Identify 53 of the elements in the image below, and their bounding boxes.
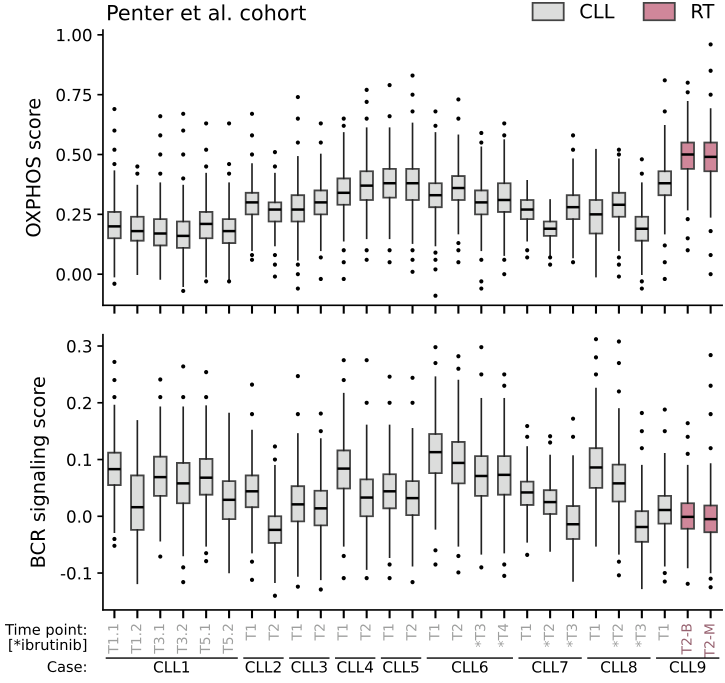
y-axis-title: BCR signaling score bbox=[30, 377, 49, 567]
x-tick-label: T2 bbox=[406, 624, 416, 640]
text: CLL9 bbox=[670, 661, 706, 673]
x-tick-label: T1 bbox=[520, 624, 532, 640]
x-tick-label: T5.1 bbox=[200, 624, 210, 654]
x-tick-label: *T2 bbox=[544, 624, 554, 647]
y-tick-label: 1.00 bbox=[57, 28, 92, 42]
legend-label: CLL bbox=[580, 4, 614, 19]
x-tick-label: *T4 bbox=[498, 624, 508, 647]
x-tick-label: T2-B bbox=[681, 624, 692, 655]
y-tick-label: 0.25 bbox=[56, 208, 92, 221]
text: CLL4 bbox=[337, 661, 374, 673]
y-tick-label: 0.3 bbox=[67, 340, 92, 353]
y-tick-label: 0.50 bbox=[56, 148, 92, 162]
x-tick-label: T2 bbox=[314, 624, 325, 640]
text: CLL7 bbox=[532, 661, 568, 673]
text: CLL3 bbox=[291, 661, 327, 673]
x-tick-label: *T3 bbox=[474, 624, 486, 647]
y-tick-label: 0.2 bbox=[67, 396, 91, 410]
x-tick-label: T3.2 bbox=[176, 624, 188, 654]
text: CLL6 bbox=[452, 661, 488, 673]
y-tick-label: 0.0 bbox=[67, 510, 92, 523]
x-tick-label: T1 bbox=[246, 624, 256, 640]
text: CLL1 bbox=[154, 661, 190, 673]
x-tick-label: T1 bbox=[658, 624, 669, 640]
x-tick-label: T2 bbox=[452, 624, 462, 640]
text: CLL2 bbox=[246, 661, 281, 673]
x-tick-label: T1 bbox=[292, 624, 302, 640]
y-tick-label: 0.75 bbox=[56, 88, 92, 102]
x-tick-label: T1.1 bbox=[108, 624, 118, 654]
x-tick-label: T1 bbox=[383, 624, 394, 640]
x-tick-label: T2 bbox=[268, 624, 279, 640]
y-axis-title: OXPHOS score bbox=[26, 98, 41, 236]
text: Time point: [*ibrutinib] bbox=[5, 624, 86, 652]
x-tick-label: T3.1 bbox=[154, 624, 164, 654]
chart-title: Penter et al. cohort bbox=[108, 4, 306, 21]
y-tick-label: -0.1 bbox=[60, 566, 91, 580]
x-tick-label: T5.2 bbox=[222, 624, 234, 654]
x-tick-label: *T2 bbox=[612, 624, 623, 647]
x-tick-label: T1.2 bbox=[130, 624, 142, 654]
text: CLL5 bbox=[383, 661, 418, 673]
x-tick-label: *T3 bbox=[566, 624, 578, 647]
x-tick-label: T2-M bbox=[704, 624, 714, 658]
x-tick-label: T1 bbox=[337, 624, 348, 640]
legend-label: RT bbox=[692, 4, 714, 18]
x-tick-label: *T3 bbox=[635, 624, 646, 647]
y-tick-label: 0.00 bbox=[56, 268, 92, 281]
x-tick-label: T2 bbox=[360, 624, 370, 640]
x-tick-label: T1 bbox=[429, 624, 440, 640]
x-tick-label: T1 bbox=[590, 624, 600, 640]
text: CLL8 bbox=[601, 661, 637, 673]
y-tick-label: 0.1 bbox=[67, 453, 91, 466]
text: Case: bbox=[48, 661, 86, 672]
